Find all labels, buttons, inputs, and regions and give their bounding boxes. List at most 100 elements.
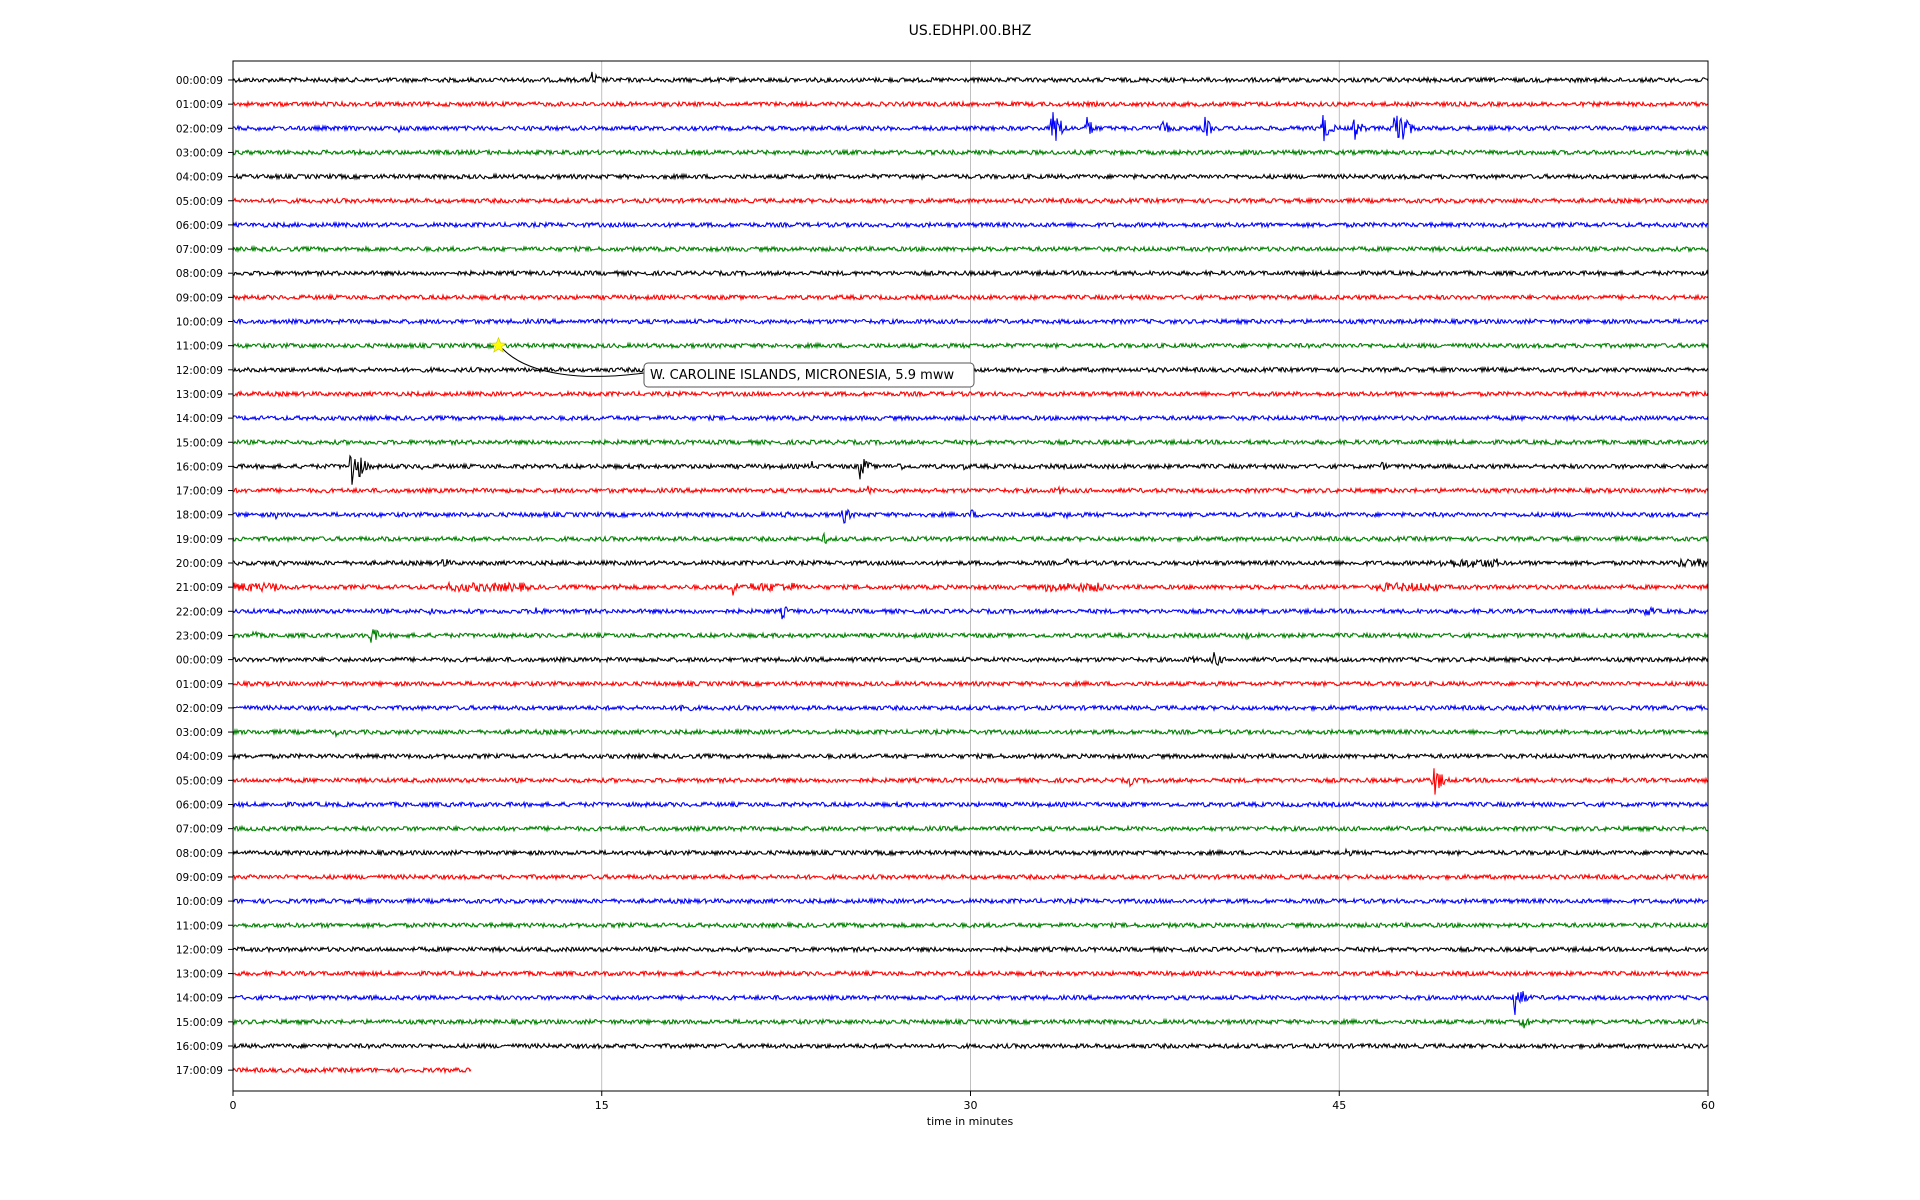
row-time-label: 01:00:09 <box>176 679 223 691</box>
trace-row <box>232 872 1709 882</box>
trace-row <box>232 485 1709 496</box>
row-time-label: 21:00:09 <box>176 582 223 594</box>
x-tick-label: 0 <box>230 1099 237 1112</box>
trace-row <box>232 652 1709 667</box>
x-tick-label: 45 <box>1332 1099 1346 1112</box>
row-time-label: 15:00:09 <box>176 437 223 449</box>
row-time-label: 12:00:09 <box>176 944 223 956</box>
traces <box>232 71 1709 1075</box>
trace-row <box>232 920 1709 930</box>
trace-row <box>232 969 1709 978</box>
trace-row <box>232 220 1709 230</box>
annotation-box <box>643 362 975 388</box>
row-time-label: 02:00:09 <box>176 123 223 135</box>
trace-row <box>232 341 1709 350</box>
trace-row <box>232 991 1709 1015</box>
trace-row <box>232 945 1709 954</box>
trace-row <box>232 1066 472 1075</box>
trace-row <box>232 800 1709 809</box>
row-time-label: 05:00:09 <box>176 775 223 787</box>
x-axis-label: time in minutes <box>927 1115 1014 1128</box>
row-time-label: 06:00:09 <box>176 220 223 232</box>
trace-row <box>232 580 1709 596</box>
x-tick-label: 60 <box>1701 1099 1715 1112</box>
trace-row <box>232 244 1709 254</box>
row-time-label: 17:00:09 <box>176 1065 223 1077</box>
trace-row <box>232 508 1709 524</box>
trace-row <box>232 679 1709 689</box>
row-time-label: 04:00:09 <box>176 172 223 184</box>
trace-row <box>232 413 1709 423</box>
gridlines <box>601 61 1340 1091</box>
trace-row <box>232 703 1709 713</box>
trace-row <box>232 557 1709 569</box>
row-time-label: 19:00:09 <box>176 534 223 546</box>
row-time-label: 06:00:09 <box>176 800 223 812</box>
row-time-label: 09:00:09 <box>176 872 223 884</box>
row-time-label: 14:00:09 <box>176 993 223 1005</box>
row-labels: 00:00:09 01:00:09 02:00:09 03:00:09 04:00:09… <box>176 75 233 1077</box>
trace-row <box>232 317 1709 326</box>
trace-row <box>232 269 1709 278</box>
trace-row <box>232 605 1709 620</box>
row-time-label: 14:00:09 <box>176 413 223 425</box>
trace-row <box>232 112 1709 142</box>
x-ticks: 0 15 30 45 60 <box>230 1091 1715 1112</box>
event-annotation: W. CAROLINE ISLANDS, MICRONESIA, 5.9 mww <box>490 336 975 388</box>
row-time-label: 00:00:09 <box>176 75 223 87</box>
trace-row <box>232 1041 1709 1051</box>
trace-row <box>232 99 1709 109</box>
x-tick-label: 30 <box>964 1099 978 1112</box>
row-time-label: 08:00:09 <box>176 268 223 280</box>
x-tick-label: 15 <box>595 1099 609 1112</box>
trace-row <box>232 71 1709 85</box>
annotation-leader-line <box>502 348 645 377</box>
trace-row <box>232 454 1709 485</box>
row-time-label: 12:00:09 <box>176 365 223 377</box>
row-time-label: 02:00:09 <box>176 703 223 715</box>
trace-row <box>232 896 1709 906</box>
trace-row <box>232 824 1709 833</box>
trace-row <box>232 1017 1709 1029</box>
trace-row <box>232 293 1709 302</box>
row-time-label: 11:00:09 <box>176 920 223 932</box>
event-star-icon <box>490 336 507 353</box>
row-time-label: 16:00:09 <box>176 461 223 473</box>
trace-row <box>232 531 1709 545</box>
row-time-label: 03:00:09 <box>176 147 223 159</box>
row-time-label: 09:00:09 <box>176 292 223 304</box>
row-time-label: 03:00:09 <box>176 727 223 739</box>
row-time-label: 07:00:09 <box>176 244 223 256</box>
trace-row <box>232 727 1709 739</box>
trace-row <box>232 148 1709 157</box>
row-time-label: 20:00:09 <box>176 558 223 570</box>
trace-row <box>232 751 1709 761</box>
row-time-label: 18:00:09 <box>176 510 223 522</box>
row-time-label: 13:00:09 <box>176 389 223 401</box>
trace-row <box>232 196 1708 206</box>
row-time-label: 08:00:09 <box>176 848 223 860</box>
row-time-label: 23:00:09 <box>176 630 223 642</box>
trace-row <box>232 438 1709 447</box>
row-time-label: 01:00:09 <box>176 99 223 111</box>
row-time-label: 16:00:09 <box>176 1041 223 1053</box>
row-time-label: 11:00:09 <box>176 341 223 353</box>
row-time-label: 17:00:09 <box>176 486 223 498</box>
trace-row <box>232 629 1709 643</box>
trace-row <box>232 847 1709 858</box>
row-time-label: 10:00:09 <box>176 317 223 329</box>
row-time-label: 10:00:09 <box>176 896 223 908</box>
row-time-label: 15:00:09 <box>176 1017 223 1029</box>
trace-row <box>232 768 1709 795</box>
trace-row <box>232 389 1709 399</box>
row-time-label: 22:00:09 <box>176 606 223 618</box>
row-time-label: 00:00:09 <box>176 655 223 667</box>
chart-title: US.EDHPI.00.BHZ <box>909 23 1032 39</box>
row-time-label: 13:00:09 <box>176 969 223 981</box>
row-time-label: 07:00:09 <box>176 824 223 836</box>
row-time-label: 04:00:09 <box>176 751 223 763</box>
row-time-label: 05:00:09 <box>176 196 223 208</box>
annotation-text: W. CAROLINE ISLANDS, MICRONESIA, 5.9 mww <box>650 368 954 383</box>
trace-row <box>232 172 1709 181</box>
